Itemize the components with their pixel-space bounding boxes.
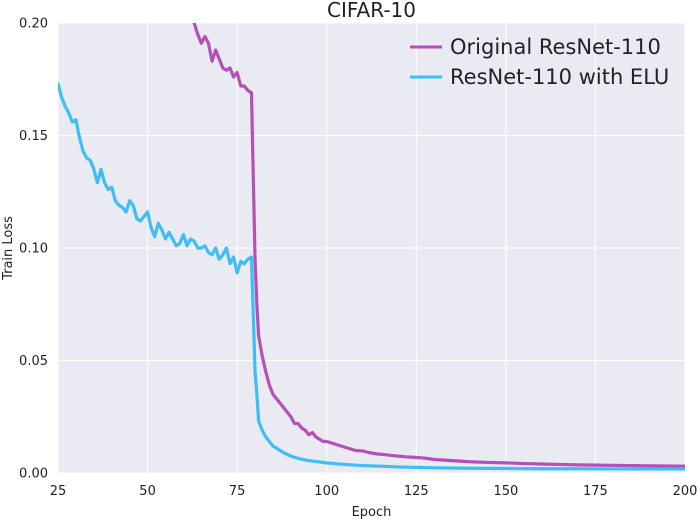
x-tick-label: 25 <box>50 484 67 499</box>
x-tick-label: 50 <box>139 484 156 499</box>
y-axis-label: Train Loss <box>1 216 16 281</box>
y-tick-label: 0.00 <box>19 467 48 482</box>
y-tick-label: 0.20 <box>19 17 48 32</box>
chart-title: CIFAR-10 <box>327 0 416 22</box>
grid-lines <box>57 22 686 474</box>
x-tick-label: 100 <box>314 484 339 499</box>
x-axis-label: Epoch <box>352 505 392 519</box>
tick-labels: 25 50 75 100 125 150 175 200 0.00 0.05 0.10 0.15 0.2… <box>19 17 697 500</box>
x-tick-label: 125 <box>404 484 429 499</box>
x-tick-label: 175 <box>583 484 608 499</box>
x-tick-label: 200 <box>673 484 698 499</box>
legend: Original ResNet-110 ResNet-110 with ELU <box>410 35 669 89</box>
x-tick-label: 75 <box>229 484 246 499</box>
y-tick-label: 0.05 <box>19 354 48 369</box>
y-tick-label: 0.10 <box>19 242 48 257</box>
x-tick-label: 150 <box>493 484 518 499</box>
y-tick-label: 0.15 <box>19 129 48 144</box>
series-line-resnet-110-elu <box>58 82 685 471</box>
series-line-original-resnet-110 <box>192 23 685 468</box>
series-layer <box>58 23 685 471</box>
legend-label-original: Original ResNet-110 <box>450 35 661 59</box>
legend-label-elu: ResNet-110 with ELU <box>450 65 669 89</box>
